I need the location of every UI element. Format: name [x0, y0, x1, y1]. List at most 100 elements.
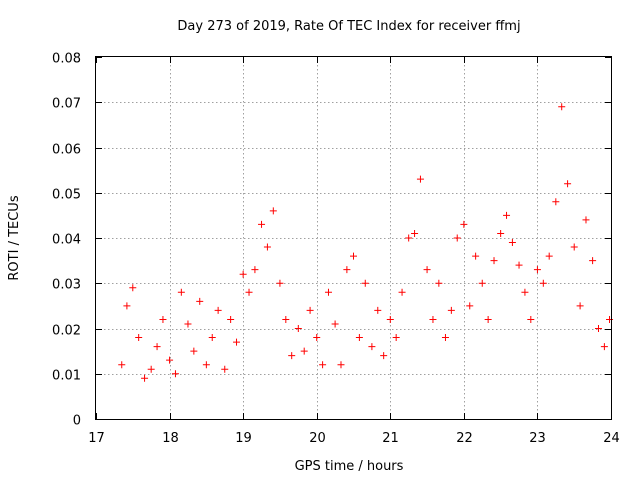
y-tick-label: 0.05 — [52, 188, 81, 203]
data-point — [398, 288, 406, 296]
y-tick-label: 0.02 — [52, 324, 81, 339]
data-point — [411, 229, 419, 237]
y-tick-label: 0.07 — [52, 97, 81, 112]
data-point — [423, 266, 431, 274]
data-point — [159, 315, 167, 323]
data-point — [166, 356, 174, 364]
data-point — [589, 257, 597, 265]
x-tick-label: 21 — [382, 431, 399, 446]
y-axis-label: ROTI / TECUs — [7, 195, 22, 280]
data-point — [484, 315, 492, 323]
data-point — [263, 243, 271, 251]
data-point — [380, 352, 388, 360]
data-point — [129, 284, 137, 292]
data-point — [533, 266, 541, 274]
data-point — [582, 216, 590, 224]
data-point — [368, 343, 376, 351]
data-point — [190, 347, 198, 355]
data-point — [558, 103, 566, 111]
data-point — [141, 374, 149, 382]
data-point — [497, 229, 505, 237]
y-tick-labels: 0 0.01 0.02 0.03 0.04 0.05 0.06 0.07 0.08 — [52, 52, 81, 429]
y-tick-label: 0.06 — [52, 143, 81, 158]
plot-frame — [95, 56, 612, 420]
data-point — [386, 315, 394, 323]
data-point — [472, 252, 480, 260]
data-point — [508, 239, 516, 247]
data-point — [503, 211, 511, 219]
data-point — [118, 361, 126, 369]
x-tick-label: 24 — [603, 431, 620, 446]
data-point — [527, 315, 535, 323]
data-point — [576, 302, 584, 310]
data-point — [361, 279, 369, 287]
data-point — [429, 315, 437, 323]
data-point — [337, 361, 345, 369]
data-point — [276, 279, 284, 287]
data-points — [118, 103, 614, 382]
x-tick-label: 20 — [309, 431, 326, 446]
x-tick-label: 19 — [235, 431, 252, 446]
data-point — [564, 180, 572, 188]
data-point — [441, 334, 449, 342]
tick-marks — [96, 57, 612, 420]
data-point — [552, 198, 560, 206]
data-point — [600, 343, 608, 351]
data-point — [313, 334, 321, 342]
x-tick-label: 23 — [529, 431, 546, 446]
grid-lines — [96, 57, 611, 419]
data-point — [239, 270, 247, 278]
y-tick-label: 0.04 — [52, 233, 81, 248]
data-point — [416, 175, 424, 183]
data-point — [288, 352, 296, 360]
data-point — [466, 302, 474, 310]
x-axis-label: GPS time / hours — [295, 459, 404, 474]
data-point — [319, 361, 327, 369]
data-point — [521, 288, 529, 296]
data-point — [478, 279, 486, 287]
data-point — [324, 288, 332, 296]
data-point — [515, 261, 523, 269]
data-point — [245, 288, 253, 296]
data-point — [300, 347, 308, 355]
data-point — [374, 306, 382, 314]
data-point — [392, 334, 400, 342]
data-point — [123, 302, 131, 310]
y-tick-label: 0.08 — [52, 52, 81, 67]
data-point — [594, 325, 602, 332]
y-tick-label: 0.03 — [52, 278, 81, 293]
data-point — [355, 334, 363, 342]
x-tick-label: 22 — [456, 431, 473, 446]
data-point — [202, 361, 210, 369]
chart-title: Day 273 of 2019, Rate Of TEC Index for r… — [177, 19, 520, 34]
data-point — [306, 306, 314, 314]
data-point — [153, 343, 161, 351]
data-point — [460, 220, 468, 228]
data-point — [214, 306, 222, 314]
data-point — [570, 243, 578, 251]
data-point — [453, 234, 461, 242]
data-point — [350, 252, 357, 260]
data-point — [282, 315, 290, 323]
data-point — [177, 288, 185, 296]
x-tick-label: 18 — [162, 431, 179, 446]
data-point — [545, 252, 553, 260]
data-point — [135, 334, 143, 342]
data-point — [208, 334, 216, 342]
x-tick-label: 17 — [88, 431, 105, 446]
data-point — [405, 234, 413, 242]
data-point — [196, 297, 204, 305]
data-point — [331, 320, 339, 328]
y-tick-label: 0 — [73, 414, 81, 429]
data-point — [294, 325, 302, 332]
data-point — [221, 365, 229, 373]
data-point — [233, 338, 241, 346]
data-point — [539, 279, 547, 287]
data-point — [435, 279, 443, 287]
data-point — [490, 257, 498, 265]
data-point — [184, 320, 192, 328]
y-tick-label: 0.01 — [52, 369, 81, 384]
data-point — [171, 370, 179, 378]
data-point — [258, 220, 266, 228]
